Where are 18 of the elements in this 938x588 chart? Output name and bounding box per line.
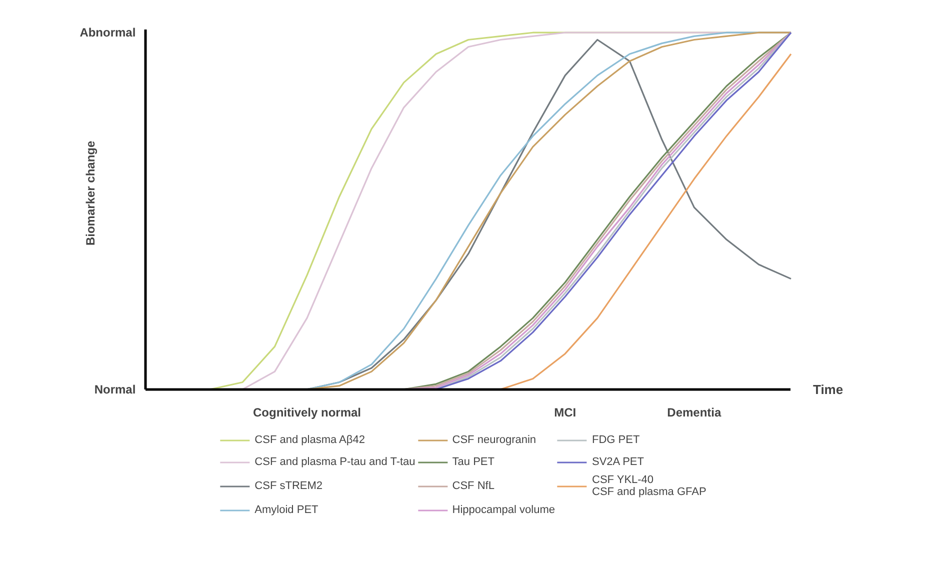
legend-label: Amyloid PET <box>254 503 318 517</box>
legend-label: Hippocampal volume <box>452 503 555 517</box>
legend-label: CSF and plasma Aβ42 <box>254 433 365 447</box>
legend-label: SV2A PET <box>592 455 644 469</box>
legend-label: FDG PET <box>592 433 640 447</box>
x-tick-label: MCI <box>554 405 576 420</box>
legend-label: CSF NfL <box>452 479 494 493</box>
legend-label: CSF YKL-40 CSF and plasma GFAP <box>592 474 706 498</box>
x-axis-title: Time <box>812 382 844 397</box>
text: Normal <box>94 382 136 396</box>
x-tick-label: Cognitively normal <box>253 405 362 420</box>
legend-label: Tau PET <box>452 455 494 469</box>
legend-label: CSF neurogranin <box>452 433 536 447</box>
text: Abnormal <box>80 26 136 40</box>
legend-label: CSF and plasma P-tau and T-tau <box>254 455 416 469</box>
legend-label: CSF sTREM2 <box>254 479 323 493</box>
x-tick-label: Dementia <box>667 405 722 420</box>
y-axis-title: Biomarker change <box>84 140 98 246</box>
